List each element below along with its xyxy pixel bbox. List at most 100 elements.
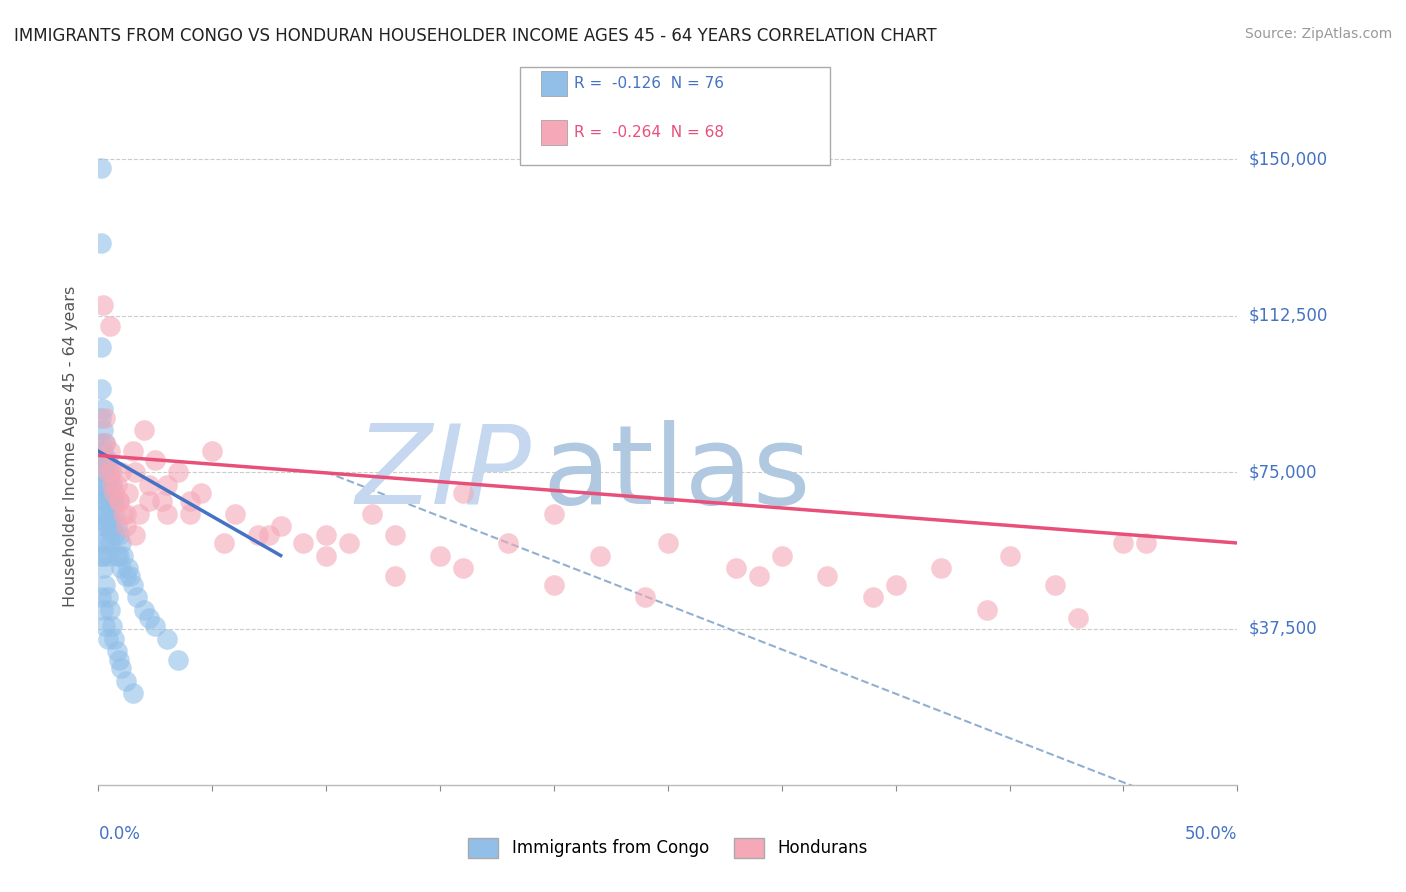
- Point: [91, 298, 114, 312]
- Point: [94, 578, 117, 592]
- Point: [121, 686, 143, 700]
- Point: [124, 465, 146, 479]
- Point: [384, 569, 406, 583]
- Point: [105, 519, 128, 533]
- Point: [246, 527, 269, 541]
- Point: [543, 578, 565, 592]
- Point: [384, 527, 406, 541]
- Point: [90, 382, 112, 396]
- Point: [167, 465, 190, 479]
- Point: [114, 507, 136, 521]
- Point: [98, 507, 121, 521]
- Point: [112, 507, 135, 521]
- Point: [138, 477, 160, 491]
- Text: $75,000: $75,000: [1249, 463, 1317, 481]
- Text: 50.0%: 50.0%: [1185, 825, 1237, 843]
- Point: [167, 653, 190, 667]
- Point: [105, 644, 128, 658]
- Point: [94, 494, 117, 508]
- Point: [98, 319, 121, 334]
- Point: [127, 591, 149, 605]
- Point: [315, 527, 337, 541]
- Point: [179, 494, 201, 508]
- Point: [94, 410, 117, 425]
- Point: [132, 423, 155, 437]
- Point: [117, 486, 139, 500]
- Point: [103, 486, 125, 500]
- Point: [101, 465, 124, 479]
- Point: [105, 549, 128, 563]
- Point: [543, 507, 565, 521]
- Point: [634, 591, 657, 605]
- Point: [108, 527, 131, 541]
- Point: [657, 536, 679, 550]
- Point: [224, 507, 246, 521]
- Point: [96, 494, 118, 508]
- Point: [90, 410, 112, 425]
- Point: [292, 536, 315, 550]
- Point: [96, 591, 118, 605]
- Point: [132, 603, 155, 617]
- Point: [110, 465, 132, 479]
- Point: [117, 561, 139, 575]
- Point: [748, 569, 770, 583]
- Text: R =  -0.126  N = 76: R = -0.126 N = 76: [574, 77, 724, 91]
- Point: [179, 507, 201, 521]
- Point: [91, 423, 114, 437]
- Point: [862, 591, 884, 605]
- Point: [815, 569, 838, 583]
- Point: [315, 549, 337, 563]
- Point: [90, 591, 112, 605]
- Point: [96, 549, 118, 563]
- Text: R =  -0.264  N = 68: R = -0.264 N = 68: [574, 125, 724, 139]
- Point: [96, 632, 118, 646]
- Point: [108, 494, 131, 508]
- Point: [101, 477, 124, 491]
- Point: [96, 477, 118, 491]
- Point: [156, 507, 179, 521]
- Point: [91, 402, 114, 417]
- Point: [101, 477, 124, 491]
- Point: [94, 477, 117, 491]
- Point: [138, 494, 160, 508]
- Point: [1067, 611, 1090, 625]
- Point: [103, 507, 125, 521]
- Point: [929, 561, 952, 575]
- Point: [145, 452, 167, 467]
- Point: [91, 507, 114, 521]
- Point: [121, 444, 143, 458]
- Point: [451, 561, 474, 575]
- Point: [98, 444, 121, 458]
- Point: [110, 661, 132, 675]
- Point: [96, 465, 118, 479]
- Legend: Immigrants from Congo, Hondurans: Immigrants from Congo, Hondurans: [461, 831, 875, 864]
- Point: [270, 519, 292, 533]
- Point: [90, 477, 112, 491]
- Point: [114, 673, 136, 688]
- Text: Source: ZipAtlas.com: Source: ZipAtlas.com: [1244, 27, 1392, 41]
- Point: [98, 465, 121, 479]
- Point: [90, 435, 112, 450]
- Point: [98, 519, 121, 533]
- Point: [103, 632, 125, 646]
- Point: [94, 452, 117, 467]
- Point: [101, 494, 124, 508]
- Point: [94, 435, 117, 450]
- Point: [725, 561, 748, 575]
- Point: [128, 507, 150, 521]
- Point: [259, 527, 281, 541]
- Point: [770, 549, 793, 563]
- Point: [451, 486, 474, 500]
- Point: [98, 536, 121, 550]
- Text: atlas: atlas: [543, 419, 811, 526]
- Point: [105, 477, 128, 491]
- Point: [121, 578, 143, 592]
- Point: [201, 444, 224, 458]
- Point: [98, 486, 121, 500]
- Point: [1043, 578, 1066, 592]
- Point: [94, 435, 117, 450]
- Point: [90, 549, 112, 563]
- Point: [1135, 536, 1157, 550]
- Point: [91, 536, 114, 550]
- Point: [98, 603, 121, 617]
